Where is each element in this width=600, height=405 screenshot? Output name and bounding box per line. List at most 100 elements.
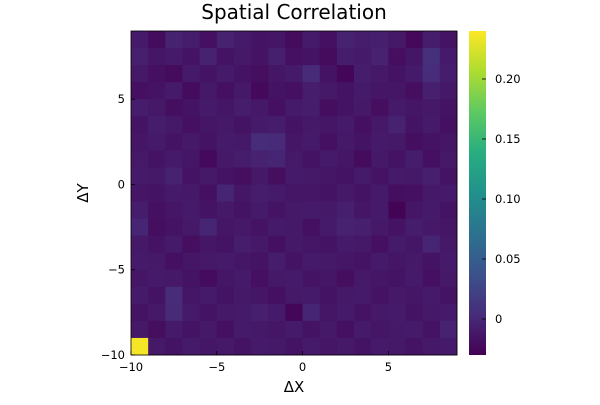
heatmap-cell	[251, 201, 269, 219]
heatmap-cell	[199, 320, 218, 339]
heatmap-cell	[405, 65, 424, 83]
heatmap-cell	[251, 184, 269, 202]
chart-title: Spatial Correlation	[201, 0, 387, 24]
heatmap-cell	[199, 48, 218, 66]
heatmap-cell	[165, 167, 183, 185]
heatmap-cell	[405, 116, 424, 134]
heatmap-cell	[233, 116, 252, 134]
heatmap-cell	[405, 150, 424, 168]
heatmap-cell	[302, 269, 321, 288]
x-axis-label: ΔX	[284, 378, 305, 396]
heatmap-cell	[199, 235, 218, 254]
heatmap-cell	[148, 337, 166, 356]
heatmap-cell	[182, 201, 201, 219]
heatmap-cell	[131, 150, 149, 168]
heatmap-cell	[251, 252, 269, 271]
heatmap-cell	[302, 150, 321, 168]
heatmap-cell	[302, 99, 321, 117]
heatmap-cell	[268, 303, 286, 322]
heatmap-cell	[131, 133, 149, 151]
heatmap-cell	[268, 31, 286, 49]
heatmap-cell	[302, 201, 321, 219]
heatmap-cell	[285, 201, 303, 219]
heatmap-cell	[336, 269, 355, 288]
heatmap-cell	[336, 99, 355, 117]
heatmap-cell	[216, 184, 235, 202]
heatmap-cell	[182, 150, 201, 168]
y-axis-label: ΔY	[74, 182, 92, 202]
heatmap-cell	[422, 82, 441, 100]
heatmap-cell	[354, 303, 372, 322]
heatmap-cell	[251, 116, 269, 134]
heatmap-cell	[199, 252, 218, 271]
heatmap-cell	[251, 235, 269, 254]
heatmap-cell	[199, 150, 218, 168]
heatmap-cell	[371, 65, 389, 83]
heatmap-cell	[251, 150, 269, 168]
heatmap-cell	[216, 65, 235, 83]
heatmap-cell	[131, 252, 149, 271]
heatmap-cell	[422, 116, 441, 134]
heatmap-cell	[251, 218, 269, 237]
colorbar-tick-label: 0.10	[495, 192, 521, 206]
heatmap-cell	[233, 150, 252, 168]
heatmap-cell	[354, 252, 372, 271]
heatmap-cell	[148, 167, 166, 185]
heatmap-cell	[148, 31, 166, 49]
heatmap-cell	[388, 116, 406, 134]
heatmap-cell	[165, 337, 183, 356]
heatmap-cell	[336, 65, 355, 83]
heatmap-cell	[148, 320, 166, 339]
heatmap-cell	[371, 337, 389, 356]
heatmap-cell	[319, 235, 338, 254]
heatmap-cell	[148, 82, 166, 100]
heatmap-cell	[285, 99, 303, 117]
heatmap-cell	[336, 31, 355, 49]
heatmap-cell	[371, 252, 389, 271]
heatmap-cell	[336, 303, 355, 322]
heatmap-cell	[319, 116, 338, 134]
heatmap-cell	[405, 320, 424, 339]
heatmap-cell	[148, 99, 166, 117]
heatmap-cell	[302, 184, 321, 202]
heatmap-cell	[251, 286, 269, 305]
heatmap-cell	[268, 116, 286, 134]
heatmap-cell	[336, 320, 355, 339]
heatmap-cell	[388, 303, 406, 322]
heatmap-cell	[199, 133, 218, 151]
heatmap-cell	[148, 48, 166, 66]
heatmap-cell	[371, 184, 389, 202]
heatmap-cell	[148, 269, 166, 288]
heatmap-cell	[165, 31, 183, 49]
heatmap-cell	[199, 116, 218, 134]
heatmap-cell	[165, 252, 183, 271]
heatmap-cell	[336, 184, 355, 202]
heatmap-cell	[422, 184, 441, 202]
heatmap-cell	[388, 320, 406, 339]
heatmap-cell	[388, 269, 406, 288]
heatmap-cell	[405, 82, 424, 100]
heatmap-cell	[233, 184, 252, 202]
x-axis-ticks: −10 −5 0 5	[119, 351, 392, 374]
heatmap-cell	[268, 82, 286, 100]
heatmap-cells	[131, 31, 458, 356]
heatmap-cell	[199, 82, 218, 100]
heatmap-cell	[422, 337, 441, 356]
heatmap-cell	[216, 133, 235, 151]
heatmap-cell	[268, 320, 286, 339]
heatmap-cell	[216, 218, 235, 237]
heatmap-cell	[302, 82, 321, 100]
heatmap-cell	[182, 252, 201, 271]
heatmap-cell	[182, 320, 201, 339]
heatmap-cell	[216, 31, 235, 49]
heatmap-cell	[439, 303, 458, 322]
heatmap-cell	[302, 252, 321, 271]
heatmap-cell	[251, 82, 269, 100]
heatmap-cell	[354, 82, 372, 100]
heatmap-cell	[199, 201, 218, 219]
heatmap-cell	[131, 48, 149, 66]
heatmap-cell	[131, 269, 149, 288]
heatmap-cell	[371, 167, 389, 185]
heatmap-cell	[285, 82, 303, 100]
heatmap-cell	[371, 82, 389, 100]
